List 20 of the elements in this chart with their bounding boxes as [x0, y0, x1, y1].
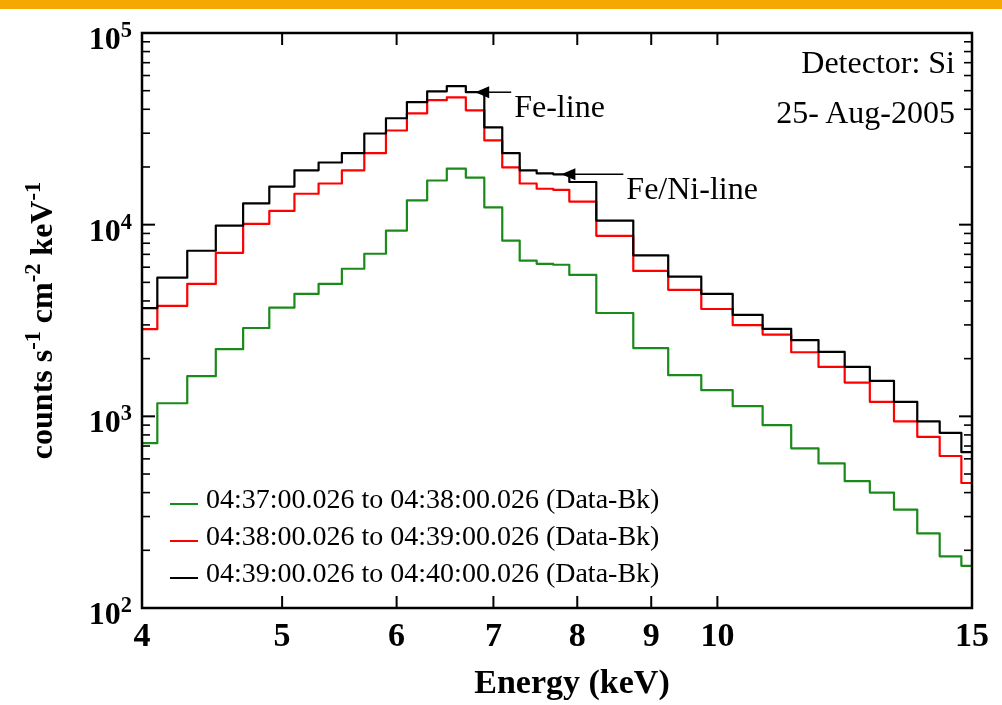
legend-label: 04:38:00.026 to 04:39:00.026 (Data-Bk)	[206, 520, 660, 551]
x-tick-label: 10	[700, 616, 735, 653]
annotation: Fe/Ni-line	[626, 170, 758, 207]
x-tick-label: 8	[568, 616, 586, 653]
y-tick-label: 10$^{5}$	[88, 16, 132, 56]
annotation: 25- Aug-2005	[776, 94, 955, 130]
x-tick-label: 9	[642, 616, 660, 653]
x-tick-label: 5	[273, 616, 291, 653]
annotation: Detector: Si	[801, 44, 956, 80]
x-axis-title: Energy (keV)	[474, 663, 670, 701]
legend-label: 04:39:00.026 to 04:40:00.026 (Data-Bk)	[206, 557, 660, 588]
y-tick-label: 10$^{4}$	[88, 208, 132, 248]
x-tick-label: 7	[484, 616, 502, 653]
y-tick-label: 10$^{2}$	[88, 591, 132, 631]
legend-label: 04:37:00.026 to 04:38:00.026 (Data-Bk)	[206, 483, 660, 514]
x-tick-label: 15	[955, 616, 989, 653]
x-tick-label: 4	[133, 616, 151, 653]
y-tick-label: 10$^{3}$	[88, 399, 132, 440]
annotation: Fe-line	[514, 88, 605, 125]
x-tick-label: 6	[388, 616, 406, 653]
